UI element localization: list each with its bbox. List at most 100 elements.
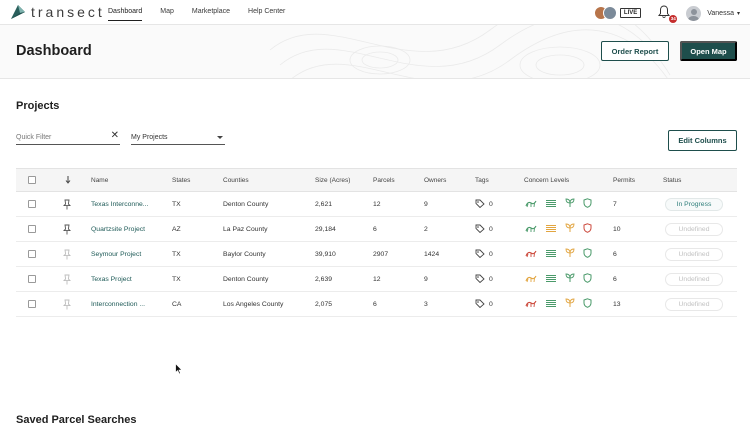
project-tags[interactable]: 0 [475,267,493,291]
status-badge[interactable]: Undefined [665,222,723,236]
project-county: Los Angeles County [223,300,284,308]
notifications-button[interactable]: 34 [658,5,678,23]
wetlands-icon[interactable] [545,274,565,285]
project-parcels: 12 [373,200,381,208]
projects-scope-value: My Projects [131,134,168,141]
column-header-name[interactable]: Name [91,176,109,184]
row-checkbox[interactable] [28,217,36,241]
project-name-link[interactable]: Seymour Project [91,250,142,258]
vegetation-icon[interactable] [565,198,583,210]
pin-icon[interactable] [63,292,71,316]
habitat-icon[interactable] [525,249,545,260]
wetlands-icon[interactable] [545,199,565,210]
project-name-link[interactable]: Quartzsite Project [91,225,146,233]
nav-link-help-center[interactable]: Help Center [248,8,286,15]
project-name-link[interactable]: Interconnection ... [91,300,146,308]
select-all-checkbox[interactable] [28,169,36,191]
column-header-concern-levels[interactable]: Concern Levels [524,176,570,184]
table-row[interactable]: Seymour Project TX Baylor County 39,910 2907… [16,242,737,267]
status-cell: Undefined [665,292,723,316]
vegetation-icon[interactable] [565,223,583,235]
column-header-tags[interactable]: Tags [475,176,489,184]
table-body: Texas Interconne... TX Denton County 2,621 1… [16,192,737,317]
project-tags[interactable]: 0 [475,192,493,216]
habitat-icon[interactable] [525,224,545,235]
table-header: Name States Counties Size (Acres) Parcel… [16,168,737,192]
protected-area-icon[interactable] [583,248,600,260]
status-badge[interactable]: Undefined [665,247,723,261]
project-size: 2,075 [315,300,333,308]
column-header-size[interactable]: Size (Acres) [315,176,351,184]
vegetation-icon[interactable] [565,273,583,285]
transect-logo-icon [11,5,25,19]
column-header-counties[interactable]: Counties [223,176,249,184]
project-owners: 1424 [424,250,440,258]
edit-columns-button[interactable]: Edit Columns [668,130,737,151]
project-owners: 3 [424,300,428,308]
project-name-link[interactable]: Texas Interconne... [91,200,149,208]
column-header-permits[interactable]: Permits [613,176,636,184]
pin-icon[interactable] [63,242,71,266]
quick-filter-input[interactable]: Quick Filter ✕ [16,130,120,145]
wetlands-icon[interactable] [545,299,565,310]
habitat-icon[interactable] [525,299,545,310]
concern-levels [525,267,600,291]
concern-levels [525,217,600,241]
brand-logo[interactable]: transect [10,4,105,20]
projects-scope-select[interactable]: My Projects [131,132,225,145]
project-tags[interactable]: 0 [475,292,493,316]
wetlands-icon[interactable] [545,224,565,235]
nav-link-dashboard[interactable]: Dashboard [108,0,143,25]
project-size: 39,910 [315,250,336,258]
concern-levels [525,192,600,216]
user-menu[interactable]: Vanessa ▾ [686,5,740,21]
table-row[interactable]: Texas Interconne... TX Denton County 2,621 1… [16,192,737,217]
protected-area-icon[interactable] [583,298,600,310]
column-header-parcels[interactable]: Parcels [373,176,395,184]
nav-links: Dashboard Map Marketplace Help Center [108,0,303,25]
project-tags[interactable]: 0 [475,217,493,241]
protected-area-icon[interactable] [583,223,600,235]
habitat-icon[interactable] [525,274,545,285]
project-owners: 9 [424,275,428,283]
column-header-owners[interactable]: Owners [424,176,447,184]
habitat-icon[interactable] [525,199,545,210]
status-badge[interactable]: Undefined [665,297,723,311]
table-row[interactable]: Texas Project TX Denton County 2,639 12 9 0 6 Un… [16,267,737,292]
status-badge[interactable]: In Progress [665,197,723,211]
collaborator-avatars[interactable]: LIVE [593,6,642,20]
table-row[interactable]: Quartzsite Project AZ La Paz County 29,184 6… [16,217,737,242]
wetlands-icon[interactable] [545,249,565,260]
pin-icon[interactable] [63,192,71,216]
pin-icon[interactable] [63,217,71,241]
vegetation-icon[interactable] [565,248,583,260]
chevron-down-icon [217,136,223,139]
project-name-link[interactable]: Texas Project [91,275,132,283]
project-tags[interactable]: 0 [475,242,493,266]
pin-icon[interactable] [63,267,71,291]
protected-area-icon[interactable] [583,198,600,210]
order-report-button[interactable]: Order Report [601,41,669,61]
row-checkbox[interactable] [28,192,36,216]
project-size: 29,184 [315,225,336,233]
row-checkbox[interactable] [28,242,36,266]
bell-icon [658,5,671,18]
nav-link-map[interactable]: Map [160,8,174,15]
status-badge[interactable]: Undefined [665,272,723,286]
row-checkbox[interactable] [28,292,36,316]
column-header-status[interactable]: Status [663,176,682,184]
row-checkbox[interactable] [28,267,36,291]
open-map-button[interactable]: Open Map [680,41,737,61]
vegetation-icon[interactable] [565,298,583,310]
tag-icon [475,274,485,285]
column-header-states[interactable]: States [172,176,191,184]
project-state: TX [172,250,181,258]
table-row[interactable]: Interconnection ... CA Los Angeles County 2… [16,292,737,317]
project-state: AZ [172,225,181,233]
nav-link-marketplace[interactable]: Marketplace [191,8,231,15]
protected-area-icon[interactable] [583,273,600,285]
clear-filter-icon[interactable]: ✕ [110,130,119,141]
project-state: TX [172,200,181,208]
pin-sort-icon[interactable] [65,169,71,191]
project-permits: 10 [613,225,621,233]
